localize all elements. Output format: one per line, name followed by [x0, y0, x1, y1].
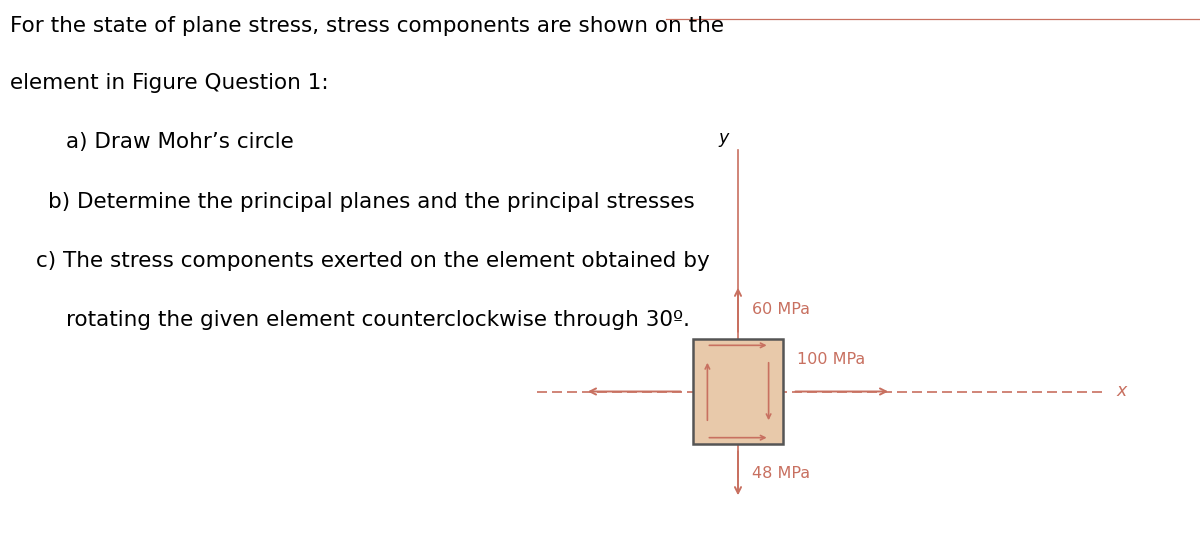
Text: b) Determine the principal planes and the principal stresses: b) Determine the principal planes and th…	[48, 192, 695, 212]
Text: element in Figure Question 1:: element in Figure Question 1:	[10, 73, 329, 93]
Text: rotating the given element counterclockwise through 30º.: rotating the given element counterclockw…	[66, 310, 690, 330]
Text: For the state of plane stress, stress components are shown on the: For the state of plane stress, stress co…	[10, 16, 724, 36]
Text: 48 MPa: 48 MPa	[752, 467, 810, 481]
Text: 60 MPa: 60 MPa	[752, 302, 810, 316]
Text: y: y	[718, 129, 728, 147]
Text: 100 MPa: 100 MPa	[797, 352, 865, 367]
Bar	[694, 339, 784, 444]
Text: a) Draw Mohr’s circle: a) Draw Mohr’s circle	[66, 132, 294, 152]
Text: x: x	[1116, 382, 1127, 401]
Text: c) The stress components exerted on the element obtained by: c) The stress components exerted on the …	[36, 251, 709, 271]
